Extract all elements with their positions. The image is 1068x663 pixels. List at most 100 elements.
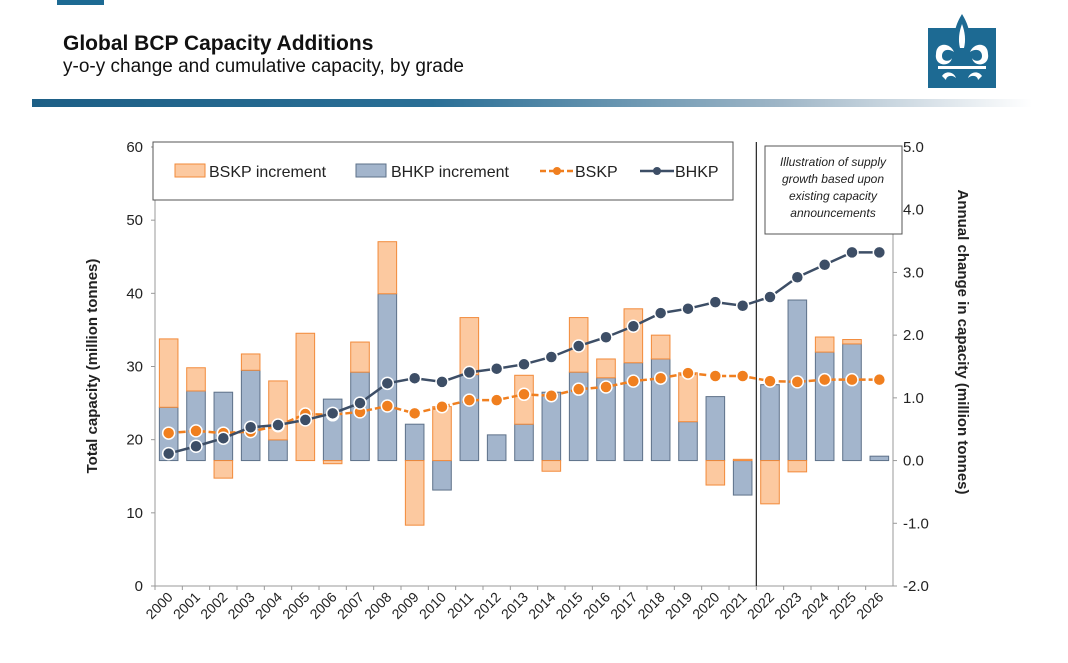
point-bskp — [544, 389, 559, 403]
y-tick-label: 0 — [135, 578, 143, 595]
y2-tick-label: 3.0 — [903, 264, 924, 281]
legend-label-bhkp: BHKP — [675, 164, 719, 181]
legend-box — [152, 141, 734, 201]
y-tick-label: 20 — [126, 432, 143, 449]
bar-bskp-increment — [350, 341, 370, 373]
x-tick-label: 2014 — [525, 589, 558, 622]
header-divider — [32, 99, 1032, 107]
point-bhkp — [271, 418, 285, 432]
point-bhkp — [517, 357, 531, 372]
point-bhkp — [653, 306, 668, 320]
bar-bskp-increment — [432, 406, 452, 462]
bar-bskp-increment — [842, 339, 862, 345]
page-title: Global BCP Capacity Additions — [63, 32, 374, 55]
bar-bskp-increment — [541, 460, 562, 472]
bar-bskp-increment — [295, 332, 316, 462]
point-bskp — [161, 426, 176, 440]
y-tick-label: 50 — [126, 212, 143, 229]
bar-bhkp-increment — [432, 460, 452, 491]
bar-bhkp-increment — [486, 434, 507, 462]
bar-bskp-increment — [596, 358, 616, 379]
point-bskp — [872, 372, 887, 387]
point-bhkp — [489, 361, 504, 376]
point-bskp — [845, 372, 859, 387]
bar-bskp-increment — [760, 460, 780, 505]
x-tick-label: 2005 — [279, 589, 312, 622]
point-bskp — [189, 424, 203, 438]
x-tick-label: 2008 — [361, 589, 394, 622]
point-bskp — [489, 393, 504, 407]
point-bhkp — [599, 330, 613, 344]
y-axis-label: Total capacity (million tonnes) — [84, 259, 101, 474]
point-bhkp — [353, 396, 367, 410]
point-bhkp — [626, 319, 641, 334]
point-bhkp — [763, 290, 777, 304]
page-subtitle: y-o-y change and cumulative capacity, by… — [63, 56, 464, 77]
x-tick-label: 2001 — [170, 589, 203, 622]
x-tick-label: 2004 — [252, 589, 285, 622]
bar-bskp-increment — [240, 353, 261, 371]
point-bskp — [681, 366, 695, 380]
point-bhkp — [681, 301, 695, 316]
point-bhkp — [325, 406, 340, 421]
legend-label-bhkp-increment: BHKP increment — [391, 164, 510, 181]
x-tick-label: 2019 — [662, 589, 695, 622]
point-bskp — [407, 406, 422, 421]
point-bhkp — [243, 420, 258, 434]
point-bskp — [708, 369, 723, 383]
point-bhkp — [571, 339, 586, 353]
bar-bskp-increment — [623, 308, 644, 364]
point-bhkp — [462, 365, 477, 380]
bar-bhkp-increment — [678, 421, 698, 462]
point-bskp — [380, 399, 395, 413]
bar-bhkp-increment — [842, 343, 862, 462]
bar-bskp-increment — [377, 241, 398, 295]
bar-bskp-increment — [213, 460, 234, 479]
legend-label-bskp-increment: BSKP increment — [209, 164, 327, 181]
annotation-line: Illustration of supply — [780, 155, 887, 169]
point-bhkp — [161, 446, 176, 461]
y-tick-label: 10 — [126, 505, 143, 522]
x-tick-label: 2024 — [798, 589, 831, 622]
annotation-line: announcements — [790, 206, 875, 220]
legend-marker-bhkp — [653, 167, 661, 175]
x-tick-label: 2015 — [552, 589, 585, 622]
point-bhkp — [845, 245, 859, 260]
y2-tick-label: 1.0 — [903, 390, 924, 407]
point-bhkp — [298, 413, 313, 427]
bar-bskp-increment — [186, 367, 206, 392]
bar-bhkp-increment — [814, 351, 835, 462]
annotation-line: existing capacity — [789, 189, 878, 203]
bar-bhkp-increment — [404, 423, 425, 462]
bar-bskp-increment — [787, 460, 808, 473]
x-tick-label: 2017 — [607, 589, 640, 622]
point-bskp — [626, 374, 641, 388]
x-tick-label: 2020 — [689, 589, 722, 622]
x-tick-label: 2012 — [470, 589, 503, 622]
y2-axis-label: Annual change in capacity (million tonne… — [954, 189, 971, 494]
point-bhkp — [380, 376, 395, 391]
y2-tick-label: 2.0 — [903, 327, 924, 344]
x-tick-label: 2000 — [142, 589, 175, 622]
point-bhkp — [407, 371, 422, 385]
point-bskp — [435, 399, 449, 414]
point-bhkp — [872, 245, 887, 260]
point-bskp — [817, 372, 832, 387]
x-tick-label: 2025 — [826, 589, 859, 622]
point-bhkp — [735, 299, 750, 313]
legend-label-bskp: BSKP — [575, 164, 618, 181]
bar-bhkp-increment — [459, 374, 480, 462]
x-tick-label: 2002 — [197, 589, 230, 622]
bar-bhkp-increment — [732, 460, 753, 496]
bar-bskp-increment — [732, 458, 753, 462]
point-bhkp — [790, 270, 805, 284]
x-tick-label: 2022 — [744, 589, 777, 622]
point-bskp — [763, 374, 777, 388]
y2-tick-label: -1.0 — [903, 515, 929, 532]
point-bskp — [735, 369, 750, 383]
legend-swatch-bskp-increment — [174, 163, 206, 178]
y-tick-label: 60 — [126, 139, 143, 156]
x-tick-label: 2007 — [334, 589, 367, 622]
